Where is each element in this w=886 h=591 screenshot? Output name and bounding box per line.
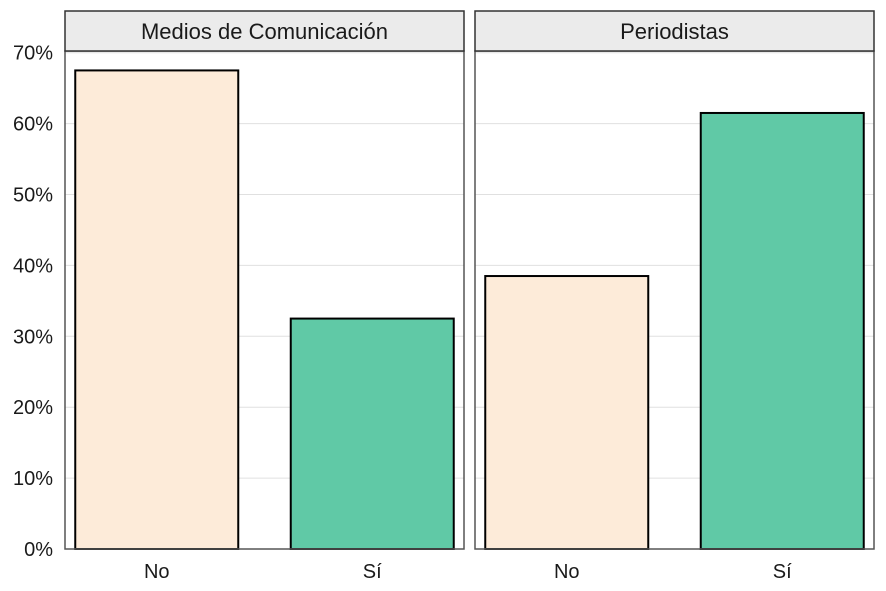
facet-title: Medios de Comunicación bbox=[141, 19, 388, 44]
y-tick-label: 30% bbox=[13, 326, 53, 348]
bar-no bbox=[74, 69, 240, 551]
y-tick-label: 0% bbox=[24, 539, 53, 561]
facet-strip bbox=[474, 10, 875, 52]
y-tick-label: 70% bbox=[13, 43, 53, 65]
x-tick-label: Sí bbox=[363, 561, 382, 583]
x-tick-label: Sí bbox=[773, 561, 792, 583]
bar-si bbox=[289, 317, 455, 551]
y-tick-label: 40% bbox=[13, 255, 53, 277]
facet-title: Periodistas bbox=[620, 19, 729, 44]
y-tick-label: 50% bbox=[13, 185, 53, 207]
x-tick-label: No bbox=[144, 561, 170, 583]
y-tick-label: 10% bbox=[13, 468, 53, 490]
facet-strip bbox=[64, 10, 465, 52]
x-tick-label: No bbox=[554, 561, 580, 583]
y-tick-label: 60% bbox=[13, 114, 53, 136]
y-tick-label: 20% bbox=[13, 397, 53, 419]
bar-si bbox=[699, 111, 865, 550]
bar-no bbox=[484, 275, 650, 550]
